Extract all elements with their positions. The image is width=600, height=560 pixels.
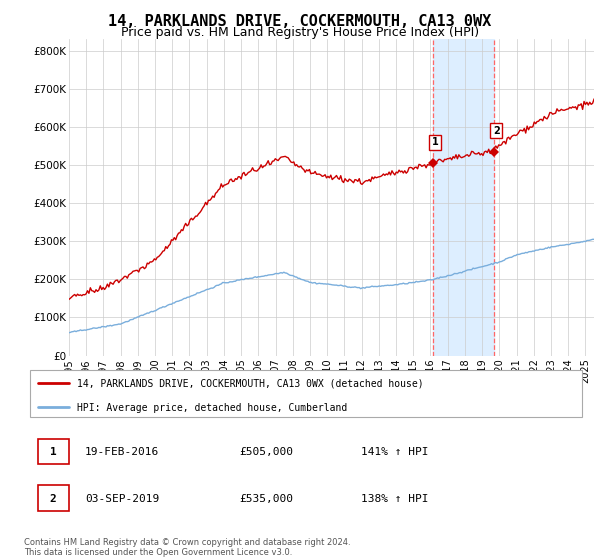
Text: Contains HM Land Registry data © Crown copyright and database right 2024.
This d: Contains HM Land Registry data © Crown c… [24,538,350,557]
Text: 03-SEP-2019: 03-SEP-2019 [85,493,160,503]
Bar [433,39,494,356]
FancyBboxPatch shape [38,438,68,464]
Text: 138% ↑ HPI: 138% ↑ HPI [361,493,428,503]
Text: HPI: Average price, detached house, Cumberland: HPI: Average price, detached house, Cumb… [77,403,347,413]
Text: 14, PARKLANDS DRIVE, COCKERMOUTH, CA13 0WX (detached house): 14, PARKLANDS DRIVE, COCKERMOUTH, CA13 0… [77,379,424,389]
Text: 2: 2 [50,493,56,503]
Text: £505,000: £505,000 [240,447,294,458]
Text: 141% ↑ HPI: 141% ↑ HPI [361,447,428,458]
Text: Price paid vs. HM Land Registry's House Price Index (HPI): Price paid vs. HM Land Registry's House … [121,26,479,39]
Text: 1: 1 [50,447,56,458]
Text: 14, PARKLANDS DRIVE, COCKERMOUTH, CA13 0WX: 14, PARKLANDS DRIVE, COCKERMOUTH, CA13 0… [109,14,491,29]
Text: 2: 2 [493,125,500,136]
Text: £535,000: £535,000 [240,493,294,503]
Text: 1: 1 [432,137,439,147]
Text: 19-FEB-2016: 19-FEB-2016 [85,447,160,458]
FancyBboxPatch shape [38,485,68,511]
